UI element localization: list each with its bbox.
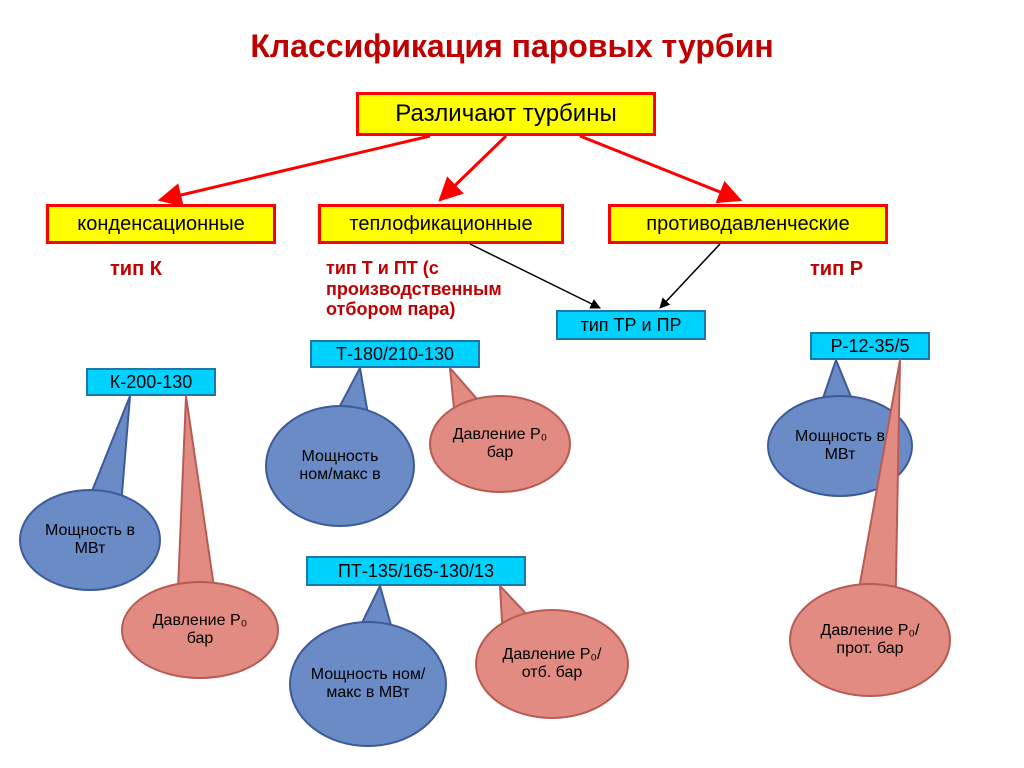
type-p-label: тип Р	[810, 258, 863, 281]
type-t-label: тип Т и ПТ (с производственным отбором п…	[326, 258, 566, 320]
callout-text: Давление Р₀ бар	[443, 409, 558, 478]
callout-text: Мощность ном/макс в МВт	[304, 639, 432, 728]
diagram-stage: Классификация паровых турбин Различают т…	[0, 0, 1024, 768]
callout-c2: Давление Р₀ бар	[116, 390, 284, 684]
heating-box: теплофикационные	[318, 204, 564, 244]
root-box: Различают турбины	[356, 92, 656, 136]
type-k-label: тип К	[110, 258, 162, 281]
callout-c8: Давление Р₀/прот. бар	[784, 354, 956, 702]
backpressure-box: противодавленческие	[608, 204, 888, 244]
callout-text: Давление Р₀/прот. бар	[804, 600, 935, 681]
callout-text: Мощность ном/макс в	[279, 423, 400, 509]
callout-text: Давление Р₀ бар	[136, 595, 264, 664]
callout-c6: Давление Р₀/отб. бар	[470, 580, 634, 724]
callout-text: Давление Р₀/отб. бар	[490, 625, 615, 703]
callout-c4: Давление Р₀ бар	[424, 362, 576, 498]
type-trpr-box: тип ТР и ПР	[556, 310, 706, 340]
callout-c5: Мощность ном/макс в МВт	[284, 580, 452, 752]
condensation-box: конденсационные	[46, 204, 276, 244]
page-title: Классификация паровых турбин	[0, 28, 1024, 65]
callout-c3: Мощность ном/макс в	[260, 362, 420, 532]
